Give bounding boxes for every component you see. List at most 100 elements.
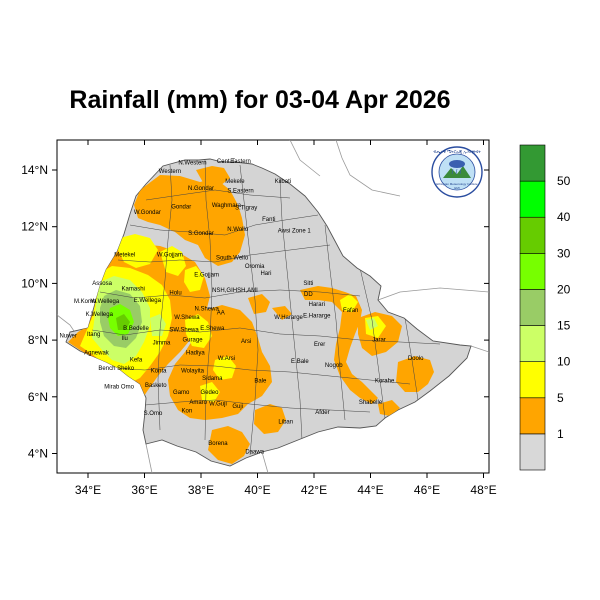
place-label: DD: [304, 292, 313, 298]
place-label: Borena: [208, 441, 228, 447]
place-label: B.Bedelle: [123, 326, 149, 332]
place-label: N.Western: [178, 160, 206, 166]
place-label: SW.Shewa: [169, 328, 199, 334]
place-label: Doolo: [408, 356, 424, 362]
logo-top-text: ብሔራዊ ሜትሮሎጂ ኢንስቲትዩት: [433, 149, 481, 154]
place-label: Sitti: [303, 281, 313, 287]
colorbar-label: 10: [557, 355, 571, 369]
colorbar-label: 30: [557, 246, 571, 260]
admin-boundaries: [91, 159, 441, 456]
place-label: E.Shewa: [200, 326, 225, 332]
y-tick-label: 10°N: [21, 276, 48, 290]
place-label: Gamo: [173, 390, 190, 396]
place-label: Awsi Zone 1: [278, 228, 312, 234]
emi-logo: ብሔራዊ ሜትሮሎጂ ኢንስቲትዩት Ethiopian Meteorology…: [431, 146, 483, 198]
place-label: Hari: [260, 271, 271, 277]
y-axis: 14°N 12°N 10°N 8°N 6°N 4°N: [21, 163, 489, 461]
place-label: Arsi: [241, 339, 251, 345]
place-label: Agnewak: [84, 350, 110, 356]
x-tick-label: 46°E: [414, 483, 440, 497]
place-label: Itang: [87, 332, 100, 338]
place-label: N.Wollo: [227, 227, 249, 233]
logo-bottom-text: Ethiopian Meteorology Institute: [436, 182, 478, 186]
colorbar-label: 1: [557, 427, 564, 441]
place-label: Eastern: [230, 159, 251, 165]
place-label: Jarar: [372, 338, 386, 344]
place-label: Nuwer: [60, 333, 77, 339]
place-label: South Wello: [216, 255, 249, 261]
place-label: Assosa: [92, 281, 112, 287]
place-label: W.Gojjam: [157, 252, 183, 258]
place-label: Oromia: [245, 264, 265, 270]
place-label: N.Shewa: [194, 306, 219, 312]
place-label: Bench Sheko: [98, 366, 134, 372]
logo-bottom-text2: EMI: [454, 186, 460, 190]
place-label: Cent.T.: [217, 159, 236, 165]
place-label: Shabelle: [359, 400, 383, 406]
place-label: Holu: [169, 291, 181, 297]
colorbar-swatch: [519, 433, 546, 471]
y-tick-label: 12°N: [21, 220, 48, 234]
place-label: Fanti: [262, 217, 275, 223]
place-label: N.Gondar: [188, 186, 214, 192]
ethiopia-country: [65, 158, 472, 467]
place-label: S.Tigray: [235, 206, 257, 212]
place-label: Hadiya: [186, 350, 205, 356]
place-label: Ilu: [122, 336, 128, 342]
place-label: Afder: [315, 410, 329, 416]
colorbar-label: 20: [557, 282, 571, 296]
x-tick-label: 40°E: [244, 483, 270, 497]
place-label: Kamashi: [122, 286, 145, 292]
place-label: Basketo: [145, 383, 167, 389]
x-tick-label: 36°E: [131, 483, 157, 497]
place-label: S.Eastern: [227, 189, 253, 195]
place-label: W.Arsi: [218, 356, 235, 362]
place-label: W.Gondar: [134, 210, 161, 216]
x-tick-label: 44°E: [357, 483, 383, 497]
neighbour-borders: [57, 140, 489, 473]
place-label: Daawa: [245, 450, 264, 456]
place-label: Kon: [182, 408, 193, 414]
colorbar-swatch: [519, 325, 546, 362]
place-label: Korahe: [375, 379, 395, 385]
y-tick-label: 6°N: [28, 390, 48, 404]
x-tick-label: 38°E: [188, 483, 214, 497]
colorbar-swatch: [519, 253, 546, 290]
y-tick-label: 14°N: [21, 163, 48, 177]
place-label: Kefa: [130, 357, 143, 363]
place-label: Liban: [278, 420, 293, 426]
place-label: W.Wellega: [91, 299, 120, 305]
colorbar-swatch: [519, 180, 546, 218]
place-label: E.Wellega: [134, 298, 162, 304]
x-tick-label: 34°E: [75, 483, 101, 497]
place-label: Bale: [254, 379, 267, 385]
place-label: M.Komo: [74, 299, 97, 305]
colorbar-swatch: [519, 361, 546, 399]
x-axis: 34°E 36°E 38°E 40°E 42°E 44°E 46°E 48°E: [75, 140, 497, 497]
place-label: Amaro: [189, 400, 207, 406]
colorbar-label: 5: [557, 391, 564, 405]
place-label: Jimma: [153, 340, 171, 346]
rainfall-shading: [68, 166, 434, 464]
place-label: AA: [217, 311, 225, 317]
colorbar-swatch: [519, 397, 546, 435]
place-label: E.Bale: [291, 359, 309, 365]
place-label: Gedeo: [200, 390, 219, 396]
place-label: K.Wellega: [86, 312, 114, 318]
place-label: W.Hararge: [274, 315, 303, 321]
place-label: W.Shewa: [174, 315, 200, 321]
place-label: E.Hararge: [303, 313, 331, 319]
place-label: Wolayita: [181, 369, 205, 375]
y-tick-label: 8°N: [28, 333, 48, 347]
place-label: Guji: [232, 404, 243, 410]
colorbar-swatch: [519, 289, 546, 326]
y-tick-label: 4°N: [28, 447, 48, 461]
x-tick-label: 42°E: [301, 483, 327, 497]
place-label: S.Gondar: [188, 231, 214, 237]
map-title: Rainfall (mm) for 03-04 Apr 2026: [69, 86, 451, 114]
place-label: NSH,GIHSH,AMI: [212, 288, 258, 294]
place-label: Kilbati: [275, 179, 291, 185]
colorbar-swatch: [519, 216, 546, 254]
place-label: Mirab Omo: [104, 384, 134, 390]
place-label: S.Omo: [144, 411, 163, 417]
